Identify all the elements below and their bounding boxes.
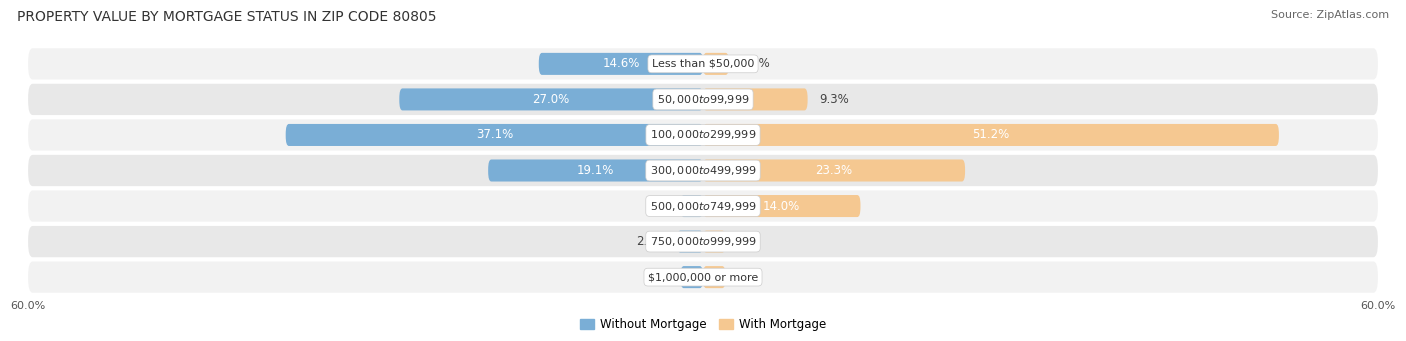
Text: 2.3%: 2.3% <box>740 57 770 70</box>
FancyBboxPatch shape <box>399 88 703 110</box>
Text: $750,000 to $999,999: $750,000 to $999,999 <box>650 235 756 248</box>
Text: 2.3%: 2.3% <box>636 235 666 248</box>
FancyBboxPatch shape <box>28 119 1378 151</box>
FancyBboxPatch shape <box>703 266 725 288</box>
FancyBboxPatch shape <box>703 160 965 181</box>
Text: 9.3%: 9.3% <box>818 93 849 106</box>
Text: 0.0%: 0.0% <box>662 271 692 284</box>
FancyBboxPatch shape <box>703 195 860 217</box>
FancyBboxPatch shape <box>28 226 1378 257</box>
FancyBboxPatch shape <box>28 190 1378 222</box>
Text: 37.1%: 37.1% <box>475 129 513 142</box>
Text: Less than $50,000: Less than $50,000 <box>652 59 754 69</box>
Text: $300,000 to $499,999: $300,000 to $499,999 <box>650 164 756 177</box>
FancyBboxPatch shape <box>703 88 807 110</box>
FancyBboxPatch shape <box>28 84 1378 115</box>
FancyBboxPatch shape <box>28 262 1378 293</box>
Text: 19.1%: 19.1% <box>576 164 614 177</box>
Text: 23.3%: 23.3% <box>815 164 852 177</box>
Text: 14.6%: 14.6% <box>602 57 640 70</box>
Text: $100,000 to $299,999: $100,000 to $299,999 <box>650 129 756 142</box>
FancyBboxPatch shape <box>681 266 703 288</box>
Text: 27.0%: 27.0% <box>533 93 569 106</box>
Text: $50,000 to $99,999: $50,000 to $99,999 <box>657 93 749 106</box>
Text: 0.0%: 0.0% <box>714 235 744 248</box>
FancyBboxPatch shape <box>703 124 1279 146</box>
FancyBboxPatch shape <box>285 124 703 146</box>
Text: 14.0%: 14.0% <box>763 199 800 212</box>
FancyBboxPatch shape <box>703 231 725 253</box>
FancyBboxPatch shape <box>28 155 1378 186</box>
Legend: Without Mortgage, With Mortgage: Without Mortgage, With Mortgage <box>575 314 831 336</box>
FancyBboxPatch shape <box>681 195 703 217</box>
FancyBboxPatch shape <box>488 160 703 181</box>
Text: $500,000 to $749,999: $500,000 to $749,999 <box>650 199 756 212</box>
Text: 51.2%: 51.2% <box>973 129 1010 142</box>
Text: PROPERTY VALUE BY MORTGAGE STATUS IN ZIP CODE 80805: PROPERTY VALUE BY MORTGAGE STATUS IN ZIP… <box>17 10 436 24</box>
FancyBboxPatch shape <box>28 48 1378 79</box>
FancyBboxPatch shape <box>703 53 728 75</box>
FancyBboxPatch shape <box>678 231 703 253</box>
FancyBboxPatch shape <box>538 53 703 75</box>
Text: Source: ZipAtlas.com: Source: ZipAtlas.com <box>1271 10 1389 20</box>
Text: 0.0%: 0.0% <box>714 271 744 284</box>
Text: $1,000,000 or more: $1,000,000 or more <box>648 272 758 282</box>
Text: 0.0%: 0.0% <box>662 199 692 212</box>
